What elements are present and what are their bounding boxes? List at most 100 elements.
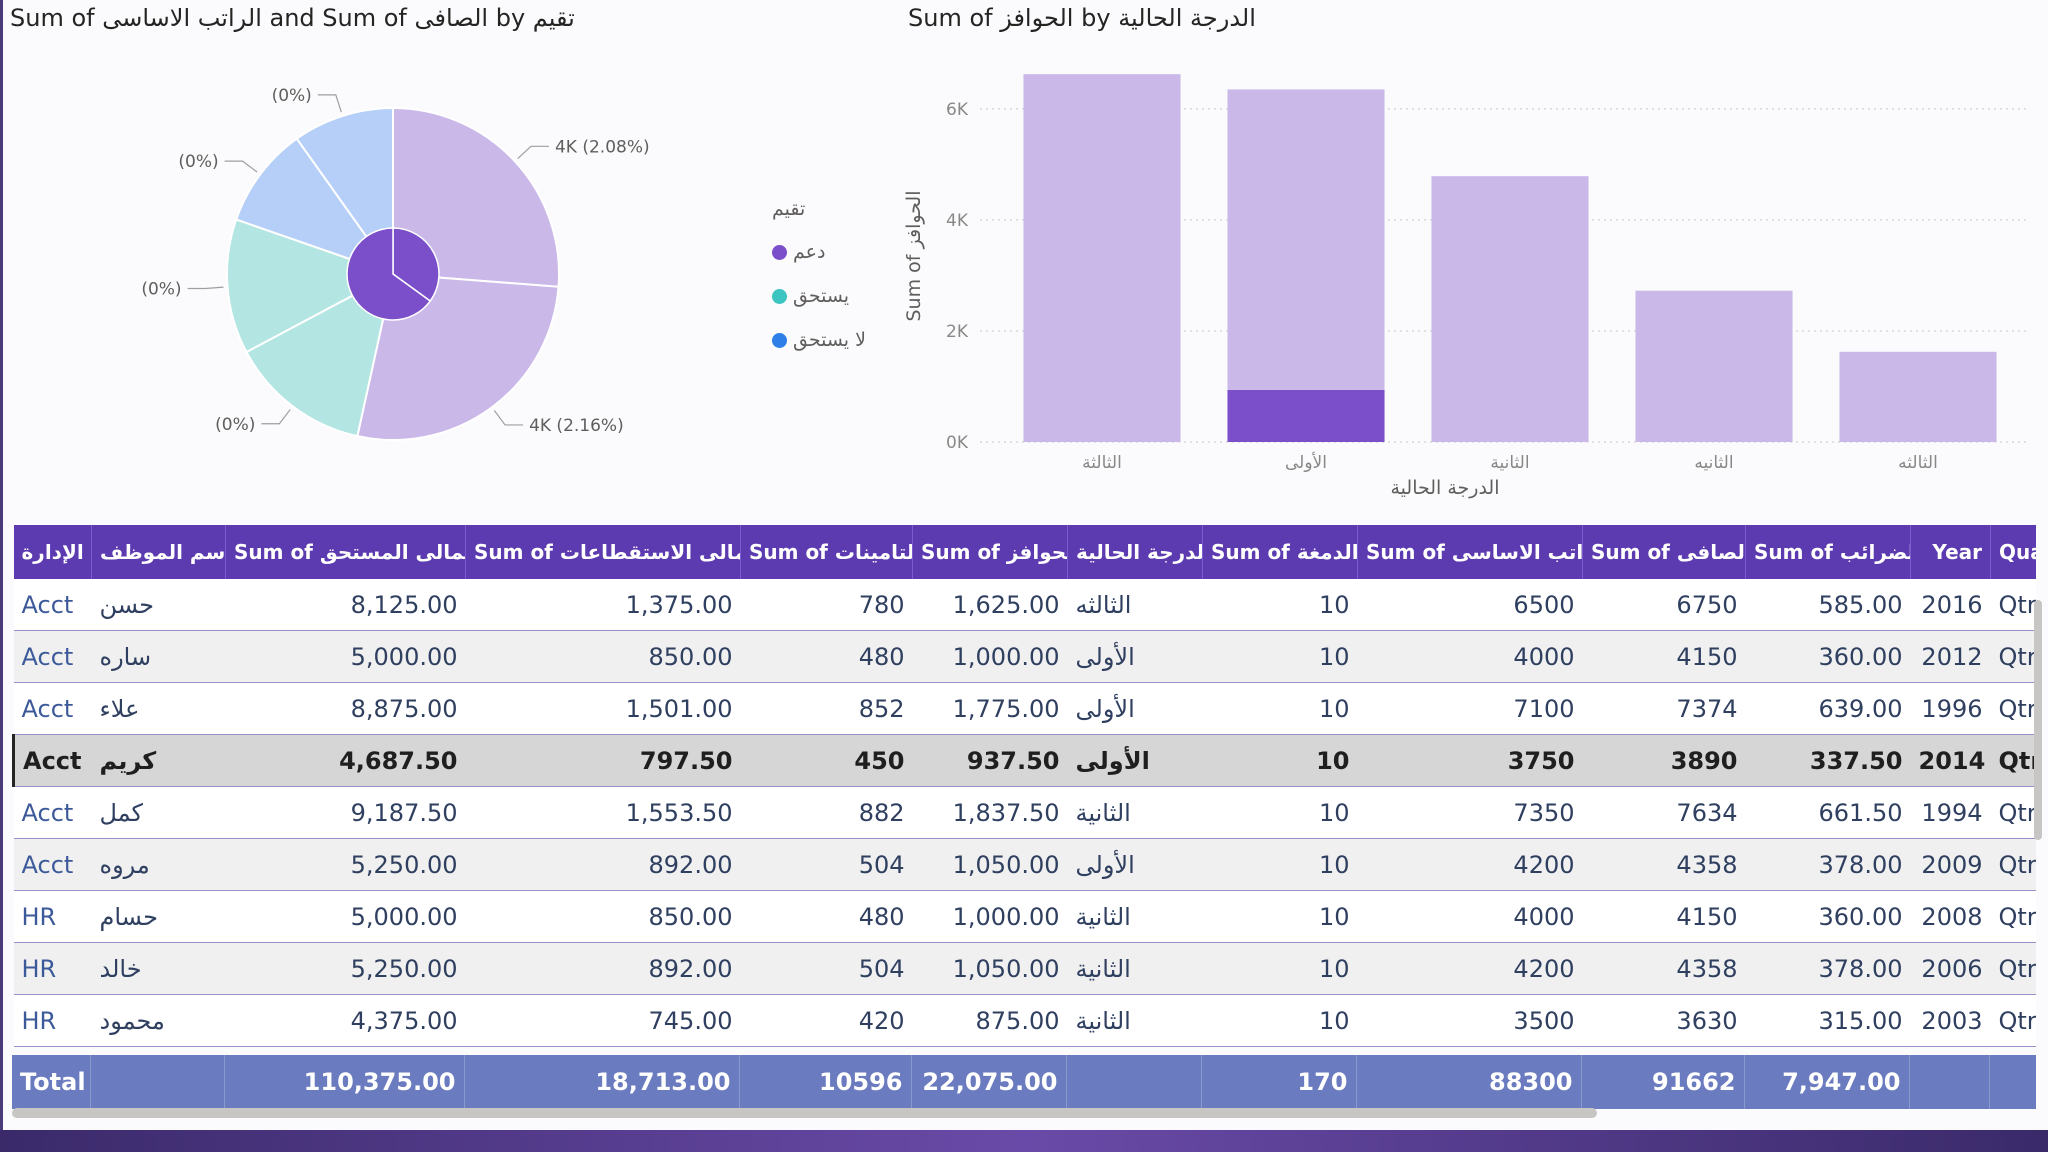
legend-item-not-deserves[interactable]: لا يستحق xyxy=(772,318,892,362)
table-cell: 4150 xyxy=(1582,890,1746,943)
table-cell: 3500 xyxy=(1357,994,1583,1047)
col-header-stamp[interactable]: Sum of الدمغة xyxy=(1202,525,1358,579)
col-header-total-due[interactable]: Sum of إجمالى المستحق xyxy=(225,525,466,579)
table-row[interactable]: Acct كمل 9,187.50 1,553.50 882 1,837.50 الثاني… xyxy=(13,786,2036,839)
table-cell: 1,625.00 xyxy=(912,579,1068,631)
bar-segment[interactable] xyxy=(1227,389,1385,442)
bar-segment[interactable] xyxy=(1839,351,1997,442)
table-row[interactable]: Acct ساره 5,000.00 850.00 480 1,000.00 الأولى 1… xyxy=(13,630,2036,683)
table-cell: HR xyxy=(13,942,92,995)
table-cell: 585.00 xyxy=(1745,579,1911,631)
table-row[interactable]: Acct مروه 5,250.00 892.00 504 1,050.00 الأولى 1… xyxy=(13,838,2036,891)
table-cell: خالد xyxy=(91,942,226,995)
col-header-current-grade[interactable]: الدرجة الحالية xyxy=(1067,525,1203,579)
table-cell: 10 xyxy=(1202,579,1358,631)
legend-item-deserves[interactable]: يستحق xyxy=(772,274,892,318)
legend-item-support[interactable]: دعم xyxy=(772,230,892,274)
table-cell: 2012 xyxy=(1910,630,1991,683)
col-header-incentives[interactable]: Sum of الحوافز xyxy=(912,525,1068,579)
col-header-basic-salary[interactable]: Sum of الراتب الاساسى xyxy=(1357,525,1583,579)
total-cell: 170 xyxy=(1201,1055,1357,1109)
table-cell: 1,553.50 xyxy=(465,786,741,839)
table-cell: Qtr xyxy=(1990,890,2036,943)
table-cell: 1994 xyxy=(1910,786,1991,839)
bar-segment[interactable] xyxy=(1431,176,1589,442)
table-cell: 4358 xyxy=(1582,942,1746,995)
col-header-year[interactable]: Year xyxy=(1910,525,1991,579)
table-cell: 745.00 xyxy=(465,994,741,1047)
vertical-scrollbar[interactable] xyxy=(2034,600,2042,840)
col-header-department[interactable]: الإدارة xyxy=(13,525,92,579)
table-body: Acct حسن 8,125.00 1,375.00 780 1,625.00 الثالث… xyxy=(12,579,2036,1047)
table-cell: 315.00 xyxy=(1745,994,1911,1047)
table-row[interactable]: Acct علاء 8,875.00 1,501.00 852 1,775.00 الأول… xyxy=(13,682,2036,735)
bar-segment[interactable] xyxy=(1635,290,1793,442)
table-row[interactable]: Acct كريم 4,687.50 797.50 450 937.50 الأولى 10 3… xyxy=(12,734,2036,787)
col-header-insurance[interactable]: Sum of التامينات xyxy=(740,525,913,579)
table-cell: 4358 xyxy=(1582,838,1746,891)
table-cell: 10 xyxy=(1202,630,1358,683)
bar-segment[interactable] xyxy=(1227,89,1385,390)
data-table: الإدارة إسم الموظف Sum of إجمالى المستحق… xyxy=(12,525,2036,1115)
legend-label: دعم xyxy=(793,241,826,263)
pie-chart[interactable]: 4K (2.08%) 4K (2.16%) (0%) (0%) (0%) (0%) xyxy=(0,30,900,500)
table-cell: 450 xyxy=(740,734,913,787)
legend-label: لا يستحق xyxy=(793,329,866,351)
table-row[interactable]: HR حسام 5,000.00 850.00 480 1,000.00 الثانية 10… xyxy=(13,890,2036,943)
pie-slice[interactable] xyxy=(234,137,396,276)
col-header-employee-name[interactable]: إسم الموظف xyxy=(91,525,226,579)
total-cell: 10596 xyxy=(739,1055,912,1109)
y-tick-label: 2K xyxy=(946,322,969,342)
table-cell: 937.50 xyxy=(912,734,1068,787)
legend-dot-icon xyxy=(772,244,787,260)
horizontal-scrollbar[interactable] xyxy=(12,1108,1597,1118)
table-cell: حسام xyxy=(91,890,226,943)
col-header-total-deductions[interactable]: Sum of إجمالى الاستقطاعات xyxy=(465,525,741,579)
table-cell: 1,050.00 xyxy=(912,838,1068,891)
table-cell: 1,050.00 xyxy=(912,942,1068,995)
table-cell: مروه xyxy=(91,838,226,891)
table-row[interactable]: HR محمود 4,375.00 745.00 420 875.00 الثانية 10 3… xyxy=(13,994,2036,1047)
table-cell: 882 xyxy=(740,786,913,839)
table-cell: 797.50 xyxy=(465,734,741,787)
x-tick-label: الثانية xyxy=(1490,453,1529,473)
pie-slice[interactable] xyxy=(295,106,394,278)
table-cell: 892.00 xyxy=(465,838,741,891)
pie-inner-slice[interactable] xyxy=(346,227,432,321)
pie-slice[interactable] xyxy=(226,218,396,354)
table-cell: 420 xyxy=(740,994,913,1047)
table-row[interactable]: HR خالد 5,250.00 892.00 504 1,050.00 الثانية 10… xyxy=(13,942,2036,995)
table-cell: محمود xyxy=(91,994,226,1047)
table-cell: 5,250.00 xyxy=(225,838,466,891)
table-cell: 6500 xyxy=(1357,579,1583,631)
table-cell: 2003 xyxy=(1910,994,1991,1047)
table-cell: 337.50 xyxy=(1745,734,1911,787)
frame-border xyxy=(0,0,3,1132)
bar-chart[interactable]: 0K 2K 4K 6K الثالثة الأولى الثانية الثانيه الثال… xyxy=(900,45,2040,515)
pie-slice[interactable] xyxy=(392,106,560,288)
table-cell: 639.00 xyxy=(1745,682,1911,735)
pie-inner-slice[interactable] xyxy=(392,227,440,303)
table-cell: 360.00 xyxy=(1745,890,1911,943)
table-cell: 6750 xyxy=(1582,579,1746,631)
table-cell: HR xyxy=(13,994,92,1047)
table-cell: 3890 xyxy=(1582,734,1746,787)
pie-slice[interactable] xyxy=(245,272,395,438)
table-cell: HR xyxy=(13,890,92,943)
table-row[interactable]: Acct حسن 8,125.00 1,375.00 780 1,625.00 الثالث… xyxy=(13,579,2036,631)
bar-segment[interactable] xyxy=(1023,74,1181,442)
col-header-net[interactable]: Sum of الصافى xyxy=(1582,525,1746,579)
table-cell: 10 xyxy=(1202,890,1358,943)
table-cell: Qtr xyxy=(1990,630,2036,683)
table-cell: 875.00 xyxy=(912,994,1068,1047)
col-header-quarter[interactable]: Qua xyxy=(1990,525,2036,579)
total-cell: 7,947.00 xyxy=(1744,1055,1910,1109)
x-tick-label: الثانيه xyxy=(1694,453,1733,473)
pie-data-label: (0%) xyxy=(272,86,312,106)
col-header-taxes[interactable]: Sum of الضرائب xyxy=(1745,525,1911,579)
total-label: Total xyxy=(12,1055,91,1109)
pie-data-label: (0%) xyxy=(215,415,255,435)
total-cell xyxy=(1909,1055,1990,1109)
total-cell xyxy=(1066,1055,1202,1109)
table-cell: 780 xyxy=(740,579,913,631)
